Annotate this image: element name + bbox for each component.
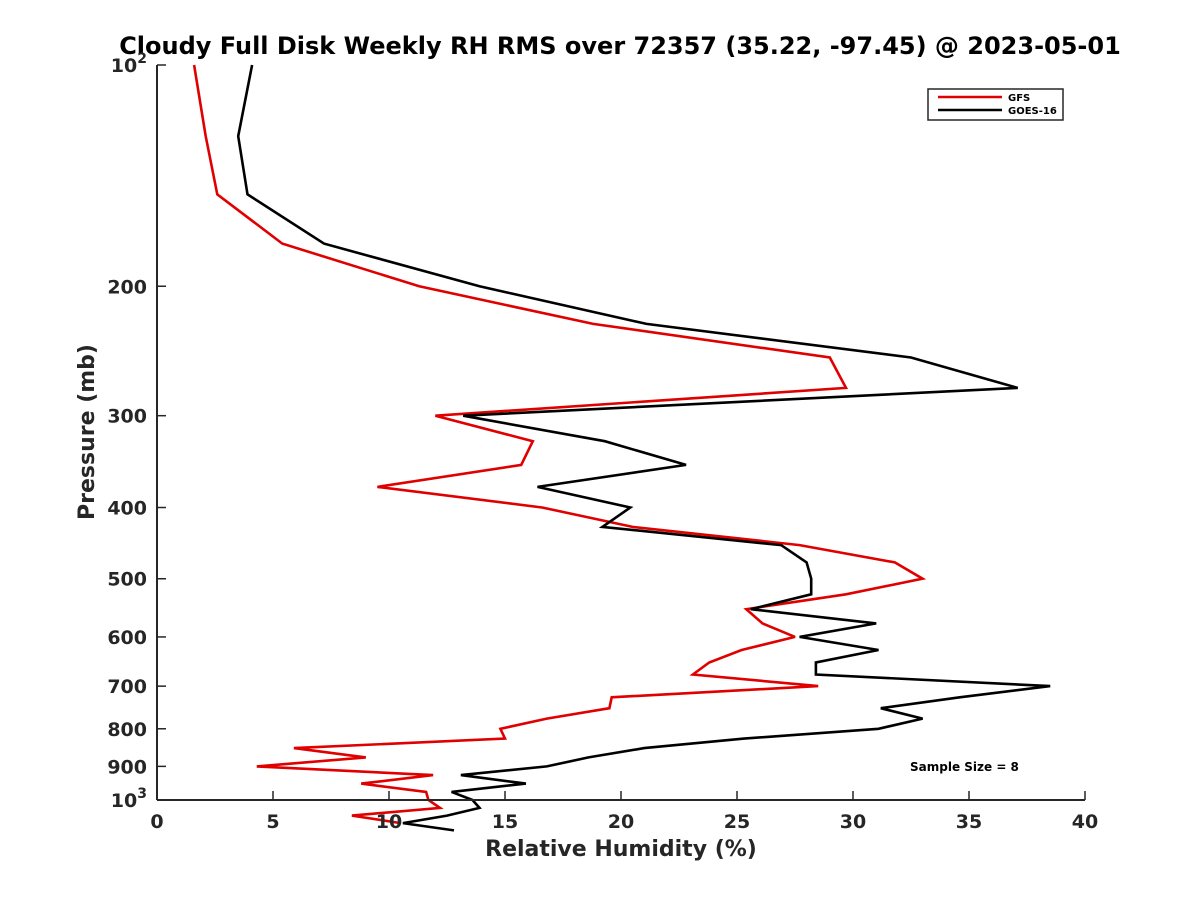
y-tick-exponent: 2 bbox=[137, 51, 147, 67]
y-tick-label: 700 bbox=[107, 676, 147, 698]
y-tick-label: 103 bbox=[111, 786, 147, 812]
series-layer bbox=[192, 64, 1051, 832]
y-axis-label: Pressure (mb) bbox=[75, 344, 100, 520]
y-tick-label: 102 bbox=[111, 51, 147, 77]
y-tick-exponent: 3 bbox=[137, 786, 147, 802]
y-tick-label: 300 bbox=[107, 406, 147, 428]
x-tick-label: 20 bbox=[608, 811, 634, 833]
y-tick-label: 600 bbox=[107, 627, 147, 649]
x-tick-label: 5 bbox=[266, 811, 279, 833]
x-tick-label: 0 bbox=[150, 811, 163, 833]
x-tick-label: 25 bbox=[724, 811, 750, 833]
y-tick-label: 800 bbox=[107, 719, 147, 741]
x-axis-label: Relative Humidity (%) bbox=[485, 837, 757, 862]
x-tick-label: 30 bbox=[840, 811, 866, 833]
plot-area: 0 5 10 15 20 25 30 35 40 10220030040050060070080… bbox=[107, 51, 1098, 833]
x-ticks: 0 5 10 15 20 25 30 35 40 bbox=[150, 791, 1098, 833]
legend-gfs-label: GFS bbox=[1008, 93, 1030, 104]
x-tick-label: 10 bbox=[376, 811, 402, 833]
y-tick-base: 10 bbox=[111, 55, 137, 77]
y-tick-label: 500 bbox=[107, 569, 147, 591]
legend-goes16-label: GOES-16 bbox=[1008, 106, 1057, 117]
x-tick-label: 15 bbox=[492, 811, 518, 833]
x-tick-label: 35 bbox=[956, 811, 982, 833]
series-line-gfs bbox=[192, 64, 927, 825]
y-tick-base: 10 bbox=[111, 790, 137, 812]
y-tick-label: 200 bbox=[107, 276, 147, 298]
legend: GFS GOES-16 bbox=[927, 88, 1064, 121]
chart-title: Cloudy Full Disk Weekly RH RMS over 7235… bbox=[119, 32, 1121, 60]
legend-box bbox=[927, 88, 1064, 121]
x-tick-label: 40 bbox=[1072, 811, 1098, 833]
y-tick-label: 400 bbox=[107, 498, 147, 520]
sample-size-annotation: Sample Size = 8 bbox=[910, 760, 1019, 774]
y-tick-label: 900 bbox=[107, 756, 147, 778]
